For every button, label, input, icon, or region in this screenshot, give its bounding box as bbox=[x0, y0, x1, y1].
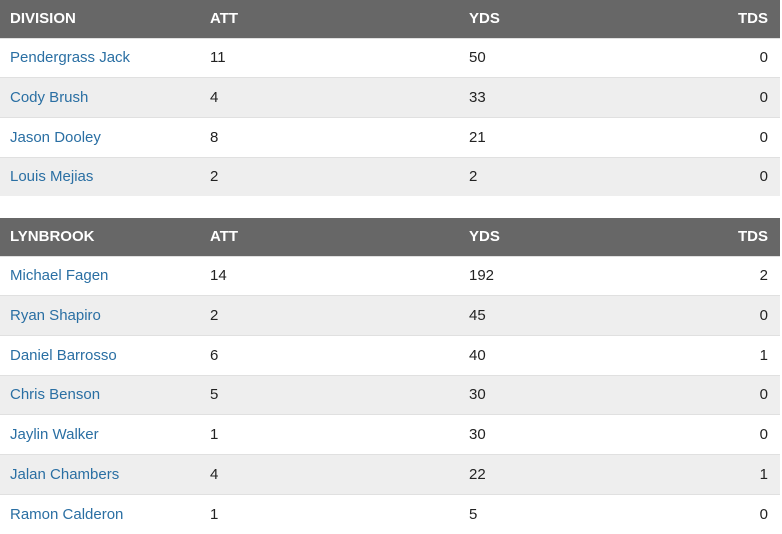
header-row: DIVISION ATT YDS TDS bbox=[0, 0, 780, 38]
yds-cell: 33 bbox=[469, 89, 486, 107]
table-row: Cody Brush 4 33 0 bbox=[0, 77, 780, 118]
table-row: Jalan Chambers 4 22 1 bbox=[0, 454, 780, 495]
player-cell: Jason Dooley bbox=[0, 117, 200, 157]
att-cell: 8 bbox=[210, 128, 219, 146]
player-cell: Michael Fagen bbox=[0, 256, 200, 296]
att-cell: 4 bbox=[210, 89, 219, 107]
table-header: LYNBROOK ATT YDS TDS bbox=[0, 218, 780, 257]
table-row: Jason Dooley 8 21 0 bbox=[0, 117, 780, 158]
table-row: Ramon Calderon 1 5 0 bbox=[0, 494, 780, 534]
tds-cell: 0 bbox=[759, 89, 768, 107]
player-cell: Jaylin Walker bbox=[0, 415, 200, 455]
att-cell: 1 bbox=[210, 505, 219, 523]
table-header: DIVISION ATT YDS TDS bbox=[0, 0, 780, 38]
player-link[interactable]: Cody Brush bbox=[10, 89, 89, 107]
team-stats-table-division: DIVISION ATT YDS TDS Pendergrass Jack 11… bbox=[0, 0, 780, 197]
tds-cell: 1 bbox=[759, 465, 768, 483]
player-link[interactable]: Michael Fagen bbox=[10, 267, 109, 285]
table-row: Daniel Barrosso 6 40 1 bbox=[0, 335, 780, 376]
table-spacer bbox=[0, 196, 782, 218]
header-row: LYNBROOK ATT YDS TDS bbox=[0, 218, 780, 257]
att-cell: 1 bbox=[210, 426, 219, 444]
tds-cell: 0 bbox=[759, 128, 768, 146]
att-cell: 4 bbox=[210, 465, 219, 483]
player-cell: Chris Benson bbox=[0, 375, 200, 415]
tds-cell: 0 bbox=[759, 426, 768, 444]
header-team: LYNBROOK bbox=[10, 228, 95, 246]
header-tds: TDS bbox=[738, 10, 768, 28]
header-yds: YDS bbox=[469, 228, 500, 246]
tds-cell: 0 bbox=[759, 49, 768, 67]
yds-cell: 30 bbox=[469, 426, 486, 444]
yds-cell: 2 bbox=[469, 168, 478, 186]
player-cell: Ramon Calderon bbox=[0, 494, 200, 534]
header-team: DIVISION bbox=[10, 10, 76, 28]
table-row: Michael Fagen 14 192 2 bbox=[0, 256, 780, 296]
table-row: Jaylin Walker 1 30 0 bbox=[0, 414, 780, 455]
tds-cell: 0 bbox=[759, 168, 768, 186]
player-cell: Daniel Barrosso bbox=[0, 335, 200, 375]
tds-cell: 2 bbox=[759, 267, 768, 285]
att-cell: 2 bbox=[210, 168, 219, 186]
yds-cell: 45 bbox=[469, 307, 486, 325]
att-cell: 14 bbox=[210, 267, 227, 285]
tds-cell: 0 bbox=[759, 505, 768, 523]
yds-cell: 21 bbox=[469, 128, 486, 146]
tds-cell: 1 bbox=[759, 346, 768, 364]
table-row: Pendergrass Jack 11 50 0 bbox=[0, 38, 780, 78]
player-link[interactable]: Jalan Chambers bbox=[10, 465, 120, 483]
player-link[interactable]: Chris Benson bbox=[10, 386, 101, 404]
yds-cell: 5 bbox=[469, 505, 478, 523]
att-cell: 2 bbox=[210, 307, 219, 325]
yds-cell: 22 bbox=[469, 465, 486, 483]
player-cell: Ryan Shapiro bbox=[0, 296, 200, 336]
table-row: Chris Benson 5 30 0 bbox=[0, 375, 780, 415]
header-att: ATT bbox=[210, 10, 239, 28]
team-stats-table-lynbrook: LYNBROOK ATT YDS TDS Michael Fagen 14 19… bbox=[0, 218, 780, 534]
player-link[interactable]: Daniel Barrosso bbox=[10, 346, 117, 364]
att-cell: 5 bbox=[210, 386, 219, 404]
player-cell: Cody Brush bbox=[0, 78, 200, 118]
player-link[interactable]: Jason Dooley bbox=[10, 128, 101, 146]
table-row: Louis Mejias 2 2 0 bbox=[0, 157, 780, 197]
player-link[interactable]: Ramon Calderon bbox=[10, 505, 124, 523]
yds-cell: 40 bbox=[469, 346, 486, 364]
header-yds: YDS bbox=[469, 10, 500, 28]
tds-cell: 0 bbox=[759, 386, 768, 404]
yds-cell: 50 bbox=[469, 49, 486, 67]
player-cell: Jalan Chambers bbox=[0, 455, 200, 495]
player-link[interactable]: Pendergrass Jack bbox=[10, 49, 131, 67]
player-cell: Pendergrass Jack bbox=[0, 38, 200, 78]
yds-cell: 192 bbox=[469, 267, 495, 285]
tds-cell: 0 bbox=[759, 307, 768, 325]
header-att: ATT bbox=[210, 228, 239, 246]
att-cell: 11 bbox=[210, 49, 226, 67]
yds-cell: 30 bbox=[469, 386, 486, 404]
player-cell: Louis Mejias bbox=[0, 157, 200, 196]
player-link[interactable]: Louis Mejias bbox=[10, 168, 94, 186]
player-link[interactable]: Ryan Shapiro bbox=[10, 307, 101, 325]
player-link[interactable]: Jaylin Walker bbox=[10, 426, 99, 444]
att-cell: 6 bbox=[210, 346, 219, 364]
table-row: Ryan Shapiro 2 45 0 bbox=[0, 295, 780, 336]
header-tds: TDS bbox=[738, 228, 768, 246]
